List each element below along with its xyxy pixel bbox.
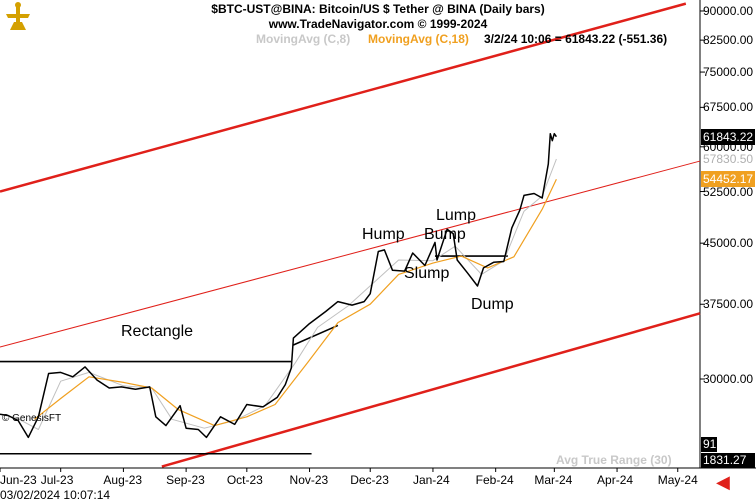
time-tick-label: Nov-23 — [289, 473, 329, 487]
time-tick-label: Dec-23 — [350, 473, 389, 487]
price-tick-label: 67500.00 — [703, 100, 754, 115]
trendline-black-5 — [293, 324, 339, 346]
chart-datetime: 03/02/2024 10:07:14 — [0, 488, 111, 502]
chart-source: www.TradeNavigator.com © 1999-2024 — [268, 17, 488, 31]
annotation-dump: Dump — [471, 296, 514, 313]
atr-axis-value: 91 — [701, 437, 717, 452]
trendline-channel-thick-2 — [161, 312, 701, 468]
price-axis-ticks — [700, 10, 705, 380]
trendlines — [0, 2, 701, 468]
price-tick-label: 90000.00 — [703, 3, 754, 18]
ma-fast-badge: 57830.50 — [701, 151, 755, 168]
time-tick-label: Aug-23 — [103, 473, 143, 487]
chart-title: $BTC-UST@BINA: Bitcoin/US $ Tether @ BIN… — [211, 2, 545, 16]
plot-area — [0, 0, 700, 468]
ma-slow-badge: 54452.17 — [701, 171, 755, 188]
legend-ma-fast: MovingAvg (C,8) — [256, 32, 351, 46]
time-tick-label: Apr-24 — [597, 473, 634, 487]
ma-slow-line — [34, 179, 557, 427]
price-tick-label: 30000.00 — [703, 371, 754, 386]
time-tick-label: Jun-23 — [0, 473, 37, 487]
annotation-lump: Lump — [436, 207, 477, 224]
annotation-rectangle: Rectangle — [121, 323, 194, 340]
time-axis-ticks — [0, 468, 679, 472]
atr-value-badge: 1831.27 — [701, 453, 755, 468]
trendline-channel-thin-1 — [0, 160, 701, 348]
time-tick-label: May-24 — [657, 473, 698, 487]
annotation-bump: Bump — [424, 226, 466, 243]
price-tick-label: 52500.00 — [703, 184, 754, 199]
time-tick-label: Sep-23 — [166, 473, 205, 487]
time-tick-label: Jan-24 — [412, 473, 450, 487]
price-tick-label: 82500.00 — [703, 33, 754, 48]
trade-navigator-logo — [6, 2, 30, 30]
time-tick-label: Mar-24 — [534, 473, 573, 487]
annotation-slump: Slump — [404, 265, 450, 282]
annotation-hump: Hump — [362, 226, 405, 243]
trendline-channel-thick-0 — [0, 2, 687, 193]
price-tick-label: 37500.00 — [703, 297, 754, 312]
time-tick-label: Oct-23 — [226, 473, 263, 487]
time-tick-label: Jul-23 — [40, 473, 74, 487]
atr-label: Avg True Range (30) — [556, 453, 672, 467]
price-line — [0, 132, 558, 439]
price-tick-label: 75000.00 — [703, 65, 754, 80]
scroll-right-arrow-icon[interactable]: ◀ — [716, 472, 730, 492]
price-tick-label: 45000.00 — [703, 236, 754, 251]
legend-ma-slow: MovingAvg (C,18) — [368, 32, 469, 46]
last-quote: 3/2/24 10:06 = 61843.22 (-551.36) — [484, 32, 668, 46]
series-lines — [0, 132, 558, 439]
data-copyright: © GenesisFT — [2, 413, 62, 424]
time-tick-label: Feb-24 — [475, 473, 514, 487]
last-price-badge: 61843.22 — [701, 128, 755, 145]
